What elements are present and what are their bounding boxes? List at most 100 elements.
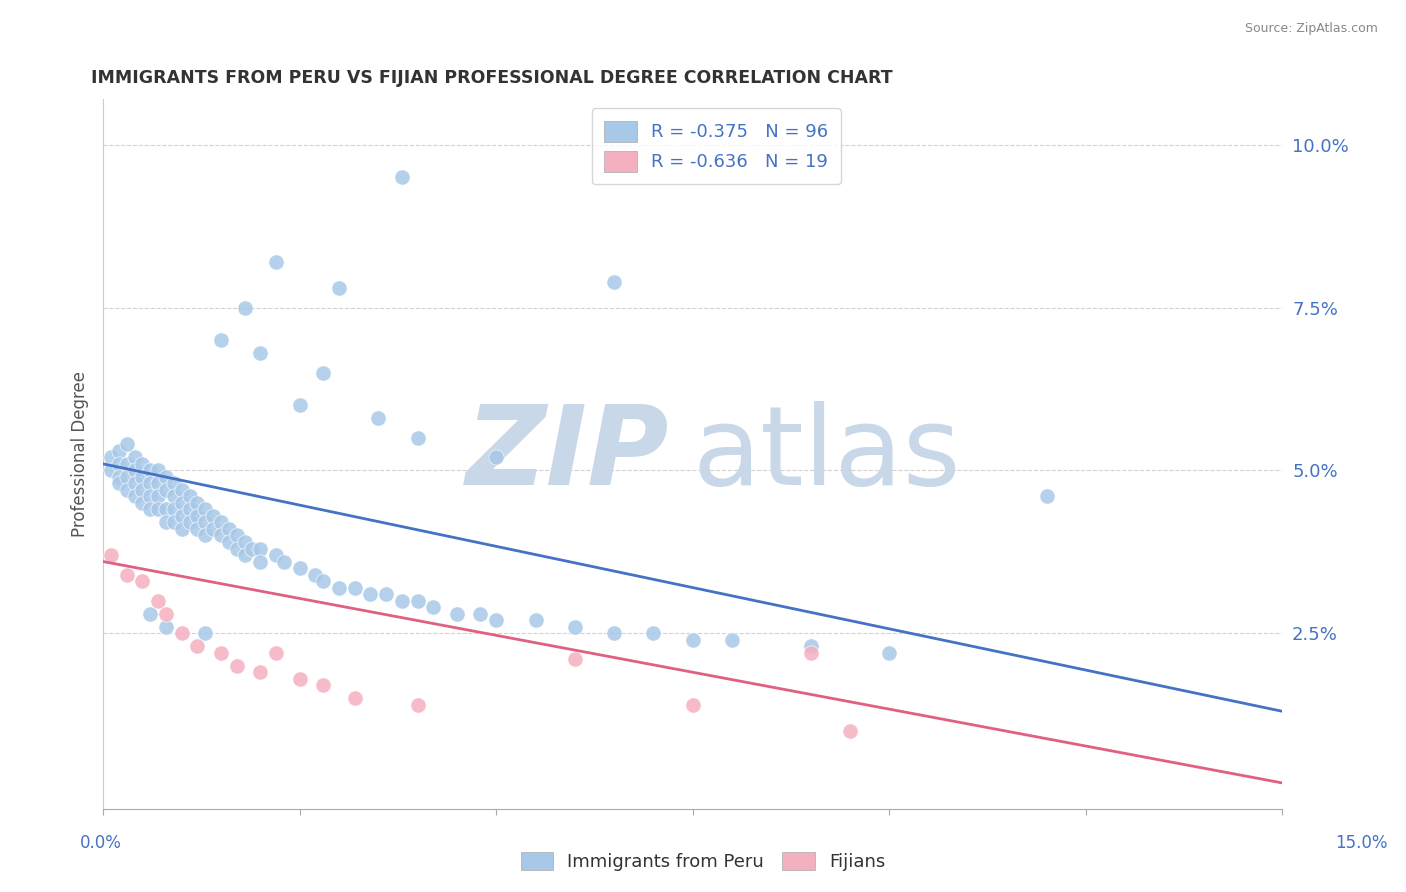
Point [209, 528, 232, 542]
Point [155, 502, 177, 516]
Point [131, 470, 153, 484]
Point [186, 522, 208, 536]
Point [202, 508, 225, 523]
Point [446, 607, 468, 621]
Text: ZIP: ZIP [465, 401, 669, 508]
Point [359, 587, 381, 601]
Point [131, 574, 153, 588]
Point [155, 607, 177, 621]
Point [839, 723, 862, 738]
Point [375, 587, 398, 601]
Point [194, 502, 217, 516]
Text: IMMIGRANTS FROM PERU VS FIJIAN PROFESSIONAL DEGREE CORRELATION CHART: IMMIGRANTS FROM PERU VS FIJIAN PROFESSIO… [91, 69, 893, 87]
Point [163, 516, 186, 530]
Point [1035, 490, 1057, 504]
Point [170, 522, 193, 536]
Point [218, 535, 240, 549]
Point [115, 567, 138, 582]
Point [100, 450, 122, 465]
Point [146, 463, 169, 477]
Point [233, 535, 256, 549]
Text: 15.0%: 15.0% [1334, 834, 1388, 852]
Point [304, 567, 326, 582]
Point [179, 502, 201, 516]
Point [233, 301, 256, 315]
Point [124, 450, 146, 465]
Point [391, 593, 413, 607]
Point [225, 658, 247, 673]
Point [146, 476, 169, 491]
Point [124, 463, 146, 477]
Point [139, 607, 162, 621]
Point [312, 366, 335, 380]
Point [603, 626, 626, 640]
Point [155, 483, 177, 497]
Point [170, 496, 193, 510]
Point [209, 516, 232, 530]
Point [264, 255, 287, 269]
Point [170, 626, 193, 640]
Point [179, 516, 201, 530]
Point [800, 646, 823, 660]
Point [225, 541, 247, 556]
Point [406, 698, 429, 712]
Point [877, 646, 900, 660]
Point [194, 528, 217, 542]
Point [115, 483, 138, 497]
Point [422, 600, 444, 615]
Text: 0.0%: 0.0% [80, 834, 122, 852]
Point [249, 346, 271, 360]
Point [470, 607, 492, 621]
Point [721, 632, 744, 647]
Point [108, 476, 131, 491]
Point [146, 593, 169, 607]
Point [131, 483, 153, 497]
Point [264, 646, 287, 660]
Point [155, 516, 177, 530]
Point [108, 443, 131, 458]
Point [391, 170, 413, 185]
Point [115, 457, 138, 471]
Point [209, 646, 232, 660]
Point [312, 574, 335, 588]
Point [343, 581, 366, 595]
Point [312, 678, 335, 692]
Point [139, 490, 162, 504]
Point [328, 581, 350, 595]
Point [131, 496, 153, 510]
Point [524, 613, 547, 627]
Point [249, 555, 271, 569]
Point [564, 620, 586, 634]
Point [115, 470, 138, 484]
Point [131, 457, 153, 471]
Point [800, 639, 823, 653]
Point [108, 470, 131, 484]
Point [264, 548, 287, 562]
Point [186, 508, 208, 523]
Legend: R = -0.375   N = 96, R = -0.636   N = 19: R = -0.375 N = 96, R = -0.636 N = 19 [592, 108, 841, 185]
Point [139, 463, 162, 477]
Point [163, 476, 186, 491]
Point [163, 502, 186, 516]
Point [146, 502, 169, 516]
Point [242, 541, 264, 556]
Point [288, 561, 311, 575]
Point [108, 457, 131, 471]
Point [139, 476, 162, 491]
Point [100, 463, 122, 477]
Point [170, 483, 193, 497]
Point [155, 470, 177, 484]
Point [233, 548, 256, 562]
Point [209, 333, 232, 347]
Point [124, 476, 146, 491]
Point [179, 490, 201, 504]
Point [485, 613, 508, 627]
Point [100, 548, 122, 562]
Point [343, 691, 366, 706]
Point [406, 593, 429, 607]
Point [146, 490, 169, 504]
Point [682, 698, 704, 712]
Point [163, 490, 186, 504]
Y-axis label: Professional Degree: Professional Degree [72, 371, 89, 537]
Point [485, 450, 508, 465]
